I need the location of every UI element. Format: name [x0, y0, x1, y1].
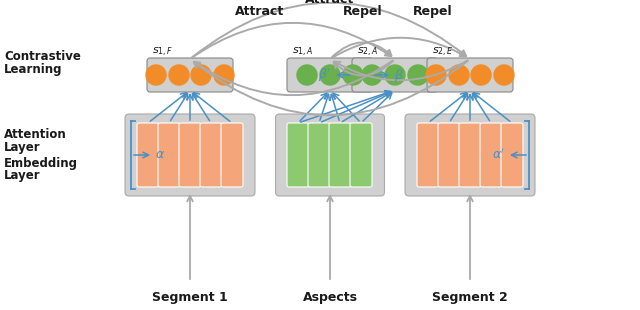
Circle shape	[449, 65, 469, 85]
FancyBboxPatch shape	[438, 123, 460, 187]
Text: Contrastive: Contrastive	[4, 51, 81, 64]
Circle shape	[320, 65, 340, 85]
Circle shape	[385, 65, 405, 85]
Text: $s_{2,A}$: $s_{2,A}$	[357, 46, 378, 59]
FancyBboxPatch shape	[147, 58, 233, 92]
Text: $\alpha$: $\alpha$	[155, 148, 165, 162]
FancyBboxPatch shape	[405, 114, 535, 196]
Text: Layer: Layer	[4, 140, 40, 153]
Text: Segment 1: Segment 1	[152, 291, 228, 304]
FancyBboxPatch shape	[329, 123, 351, 187]
FancyBboxPatch shape	[352, 58, 438, 92]
FancyBboxPatch shape	[158, 123, 180, 187]
Circle shape	[191, 65, 211, 85]
Circle shape	[494, 65, 514, 85]
Circle shape	[297, 65, 317, 85]
Text: $\beta'$: $\beta'$	[317, 66, 331, 84]
Text: $\beta$: $\beta$	[394, 67, 404, 83]
Text: $\alpha'$: $\alpha'$	[492, 148, 505, 162]
FancyBboxPatch shape	[459, 123, 481, 187]
Circle shape	[471, 65, 491, 85]
FancyBboxPatch shape	[125, 114, 255, 196]
Text: Attract: Attract	[236, 5, 285, 18]
Circle shape	[362, 65, 382, 85]
Circle shape	[408, 65, 428, 85]
Text: $s_{1,A}$: $s_{1,A}$	[292, 46, 314, 59]
Text: Repel: Repel	[413, 5, 452, 18]
FancyBboxPatch shape	[501, 123, 523, 187]
FancyBboxPatch shape	[287, 123, 309, 187]
Text: Repel: Repel	[342, 5, 382, 18]
Circle shape	[214, 65, 234, 85]
Text: $s_{2,E}$: $s_{2,E}$	[432, 46, 454, 59]
FancyBboxPatch shape	[221, 123, 243, 187]
FancyBboxPatch shape	[287, 58, 373, 92]
FancyBboxPatch shape	[137, 123, 159, 187]
FancyBboxPatch shape	[417, 123, 439, 187]
FancyBboxPatch shape	[179, 123, 201, 187]
FancyBboxPatch shape	[308, 123, 330, 187]
Circle shape	[343, 65, 363, 85]
Text: Segment 2: Segment 2	[432, 291, 508, 304]
Circle shape	[146, 65, 166, 85]
Text: Attract: Attract	[305, 0, 355, 6]
Text: Learning: Learning	[4, 63, 63, 76]
Circle shape	[426, 65, 446, 85]
FancyBboxPatch shape	[427, 58, 513, 92]
FancyBboxPatch shape	[350, 123, 372, 187]
Text: $s_{1,F}$: $s_{1,F}$	[152, 46, 173, 59]
Text: Aspects: Aspects	[303, 291, 358, 304]
Text: Embedding: Embedding	[4, 157, 78, 170]
FancyBboxPatch shape	[200, 123, 222, 187]
Text: Attention: Attention	[4, 129, 67, 141]
Circle shape	[169, 65, 189, 85]
FancyBboxPatch shape	[275, 114, 385, 196]
FancyBboxPatch shape	[480, 123, 502, 187]
Text: Layer: Layer	[4, 169, 40, 181]
